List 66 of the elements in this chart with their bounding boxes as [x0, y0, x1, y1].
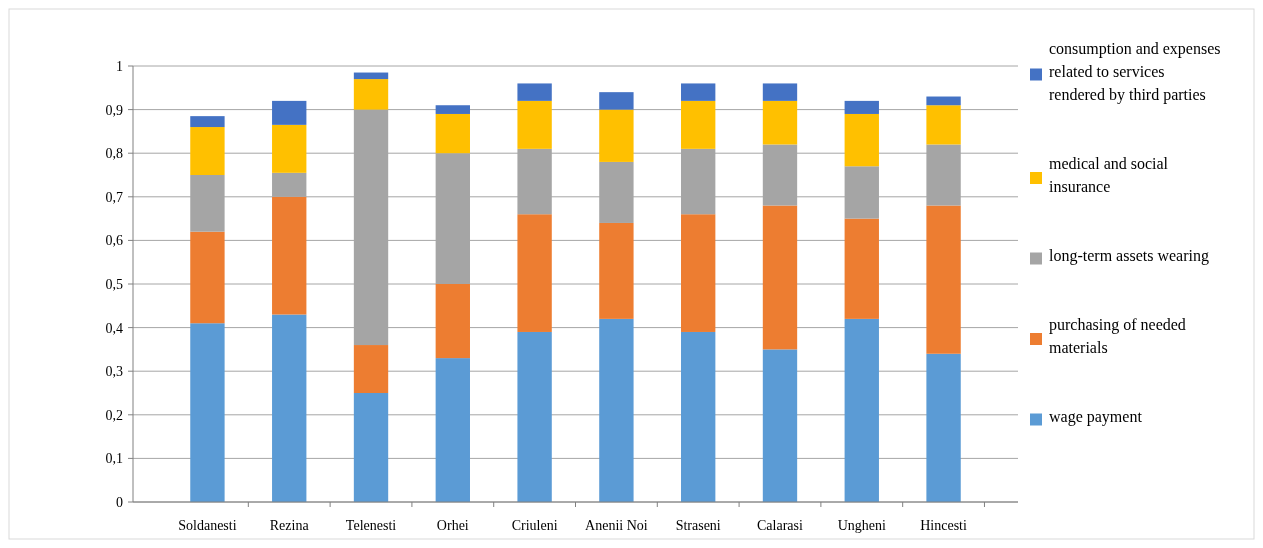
bar — [599, 92, 634, 110]
bar — [517, 83, 552, 101]
bar — [353, 72, 389, 80]
x-tick-label: Straseni — [675, 518, 721, 533]
y-tick-label: 0,6 — [105, 233, 123, 249]
x-tick-label: Hincesti — [920, 518, 968, 533]
x-tick-label: Telenesti — [345, 518, 397, 533]
bar — [844, 318, 879, 502]
x-tick-label: Criuleni — [511, 518, 558, 533]
bar — [353, 79, 389, 110]
bar — [681, 83, 716, 101]
bar — [190, 116, 225, 128]
legend-label: consumption and expenses related to services rendered by third parties — [1049, 40, 1221, 105]
legend-label: medical and social insurance — [1049, 155, 1169, 196]
bar — [599, 318, 634, 502]
y-tick-label: 0,7 — [105, 189, 123, 205]
bar — [681, 331, 716, 502]
bar — [844, 113, 879, 167]
bar — [190, 127, 225, 175]
legend-label: purchasing of needed materials — [1049, 316, 1186, 357]
x-tick-label: Rezina — [269, 518, 310, 533]
bar — [926, 105, 961, 145]
y-tick-label: 0,5 — [105, 276, 123, 292]
bar — [844, 100, 879, 114]
bar — [926, 205, 961, 354]
y-tick-label: 0 — [116, 494, 123, 510]
legend-label: long-term assets wearing — [1049, 247, 1209, 266]
bar — [926, 96, 961, 106]
bar — [435, 358, 470, 502]
bar — [272, 314, 307, 502]
bar — [599, 222, 634, 319]
bar — [517, 214, 552, 332]
bar — [272, 124, 307, 173]
bar — [762, 83, 798, 101]
bar — [844, 218, 879, 319]
bar — [190, 323, 225, 502]
bar — [517, 100, 552, 149]
bar — [762, 205, 798, 350]
bar — [272, 100, 307, 125]
x-tick-label: Soldanesti — [178, 518, 237, 533]
bar — [762, 100, 798, 145]
bar — [517, 331, 552, 502]
x-tick-label: Orhei — [436, 518, 469, 533]
bar — [599, 109, 634, 162]
x-tick-label: Calarasi — [757, 518, 804, 533]
bar — [762, 349, 798, 502]
bar — [435, 284, 470, 359]
bar — [190, 231, 225, 324]
x-tick-label: Ungheni — [837, 518, 886, 533]
bar — [435, 105, 470, 114]
y-tick-label: 0,8 — [105, 146, 123, 162]
legend-label: wage payment — [1049, 408, 1143, 427]
bar — [353, 345, 389, 393]
x-tick-label: Anenii Noi — [585, 518, 648, 533]
bar — [353, 393, 389, 502]
bar — [435, 113, 470, 154]
bar — [926, 353, 961, 502]
y-tick-label: 0,4 — [105, 320, 123, 336]
bar — [272, 196, 307, 315]
y-tick-label: 0,9 — [105, 102, 123, 118]
y-tick-label: 0,1 — [105, 451, 123, 467]
bar — [681, 100, 716, 149]
y-tick-label: 1 — [116, 58, 123, 74]
y-tick-label: 0,3 — [105, 364, 123, 380]
bar — [681, 214, 716, 332]
y-tick-label: 0,2 — [105, 407, 123, 423]
